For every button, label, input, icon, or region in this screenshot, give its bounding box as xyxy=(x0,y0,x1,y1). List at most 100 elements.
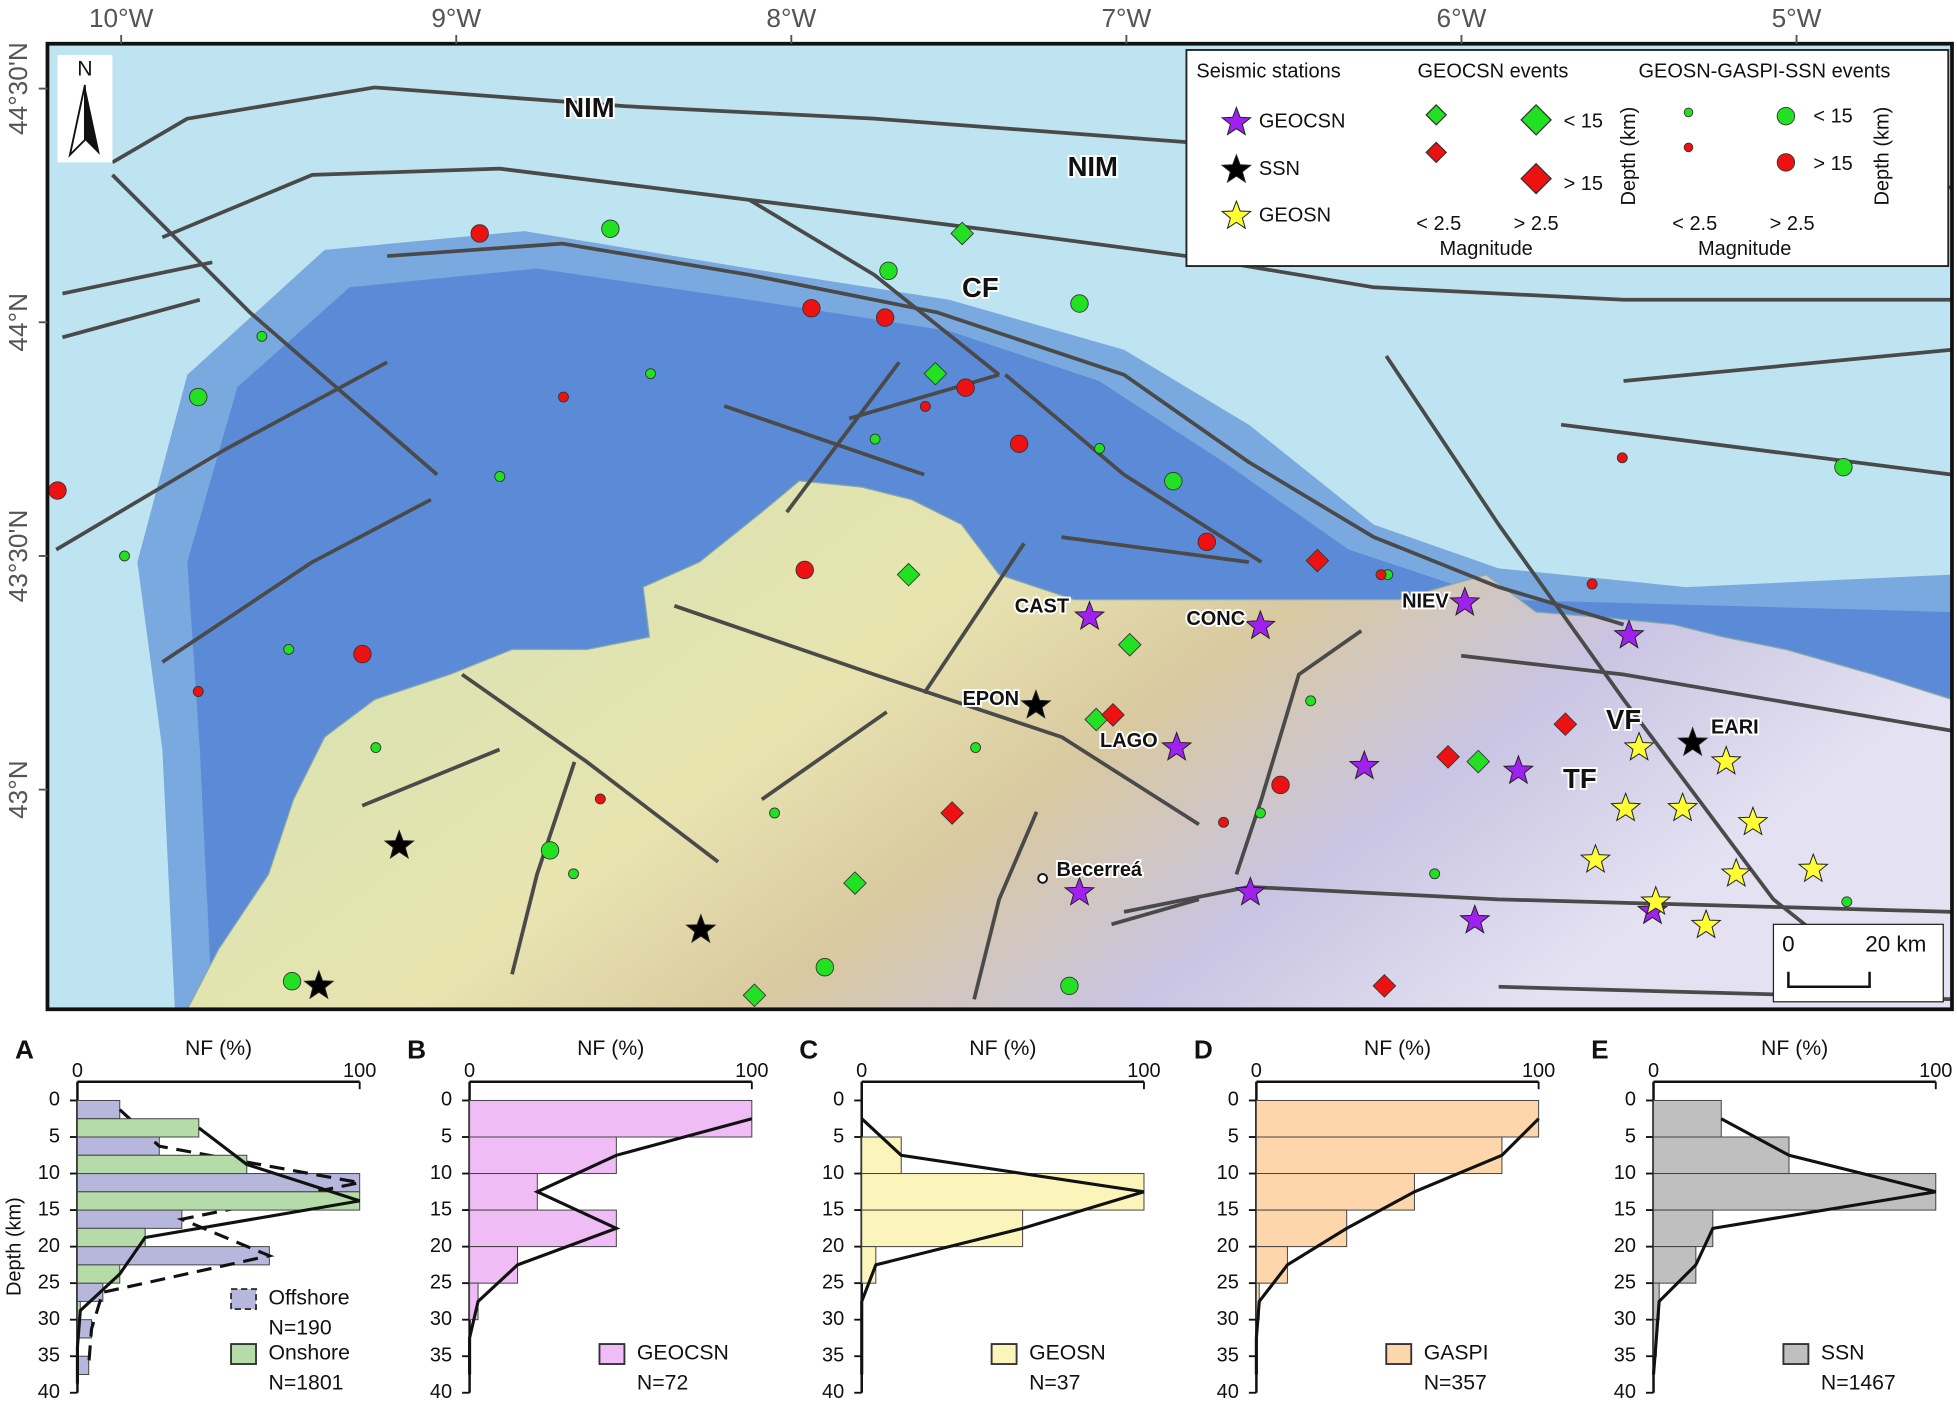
station xyxy=(1667,791,1699,822)
legend-label: > 15 xyxy=(1813,153,1852,175)
fault xyxy=(510,761,1200,1000)
legend-label: Depth (km) xyxy=(1618,107,1640,206)
legend-symbol xyxy=(1520,162,1552,195)
station-label: LAGO xyxy=(1100,730,1158,752)
curve xyxy=(1651,1117,1937,1375)
y-tick-label: 20 xyxy=(822,1235,844,1257)
curve xyxy=(87,1108,360,1366)
legend-symbol xyxy=(1425,141,1448,164)
station xyxy=(1063,876,1096,906)
scale-box xyxy=(1772,923,1944,1003)
legend-swatch xyxy=(230,1288,257,1311)
fault-label: VF xyxy=(1606,704,1641,735)
legend-label: SSN xyxy=(1259,158,1300,180)
curve xyxy=(1254,1117,1540,1375)
town xyxy=(1037,873,1048,884)
event-circle xyxy=(1009,434,1029,453)
y-tick-label: 25 xyxy=(430,1271,452,1293)
event-circle xyxy=(189,387,208,407)
event-circle xyxy=(879,261,898,281)
station-label: CONC xyxy=(1186,608,1245,630)
y-tick-label: 40 xyxy=(1614,1381,1636,1403)
event-circle xyxy=(795,560,814,580)
y-tick-label: 5 xyxy=(833,1125,844,1147)
event-circle xyxy=(1841,896,1853,908)
land xyxy=(186,480,1953,1010)
station xyxy=(303,969,335,1000)
station xyxy=(1502,754,1534,785)
legend-swatch xyxy=(1782,1343,1810,1365)
legend-stars xyxy=(1220,106,1252,230)
event-circle xyxy=(1834,457,1853,477)
legend-label: GEOCSN xyxy=(637,1342,729,1365)
station xyxy=(383,829,415,860)
event-circle xyxy=(919,400,931,412)
legend-box xyxy=(1185,49,1950,267)
bar xyxy=(1653,1136,1790,1175)
map-frame xyxy=(45,41,1954,1012)
y-tick-label: 25 xyxy=(1614,1271,1636,1293)
bar xyxy=(76,1355,90,1375)
station xyxy=(1623,731,1655,761)
y-tick-label: 5 xyxy=(1228,1125,1239,1147)
event-circle xyxy=(1197,532,1216,552)
x-tick-label: 6°W xyxy=(1437,3,1487,33)
legend-swatch xyxy=(1385,1343,1413,1365)
y-tick-label: 5 xyxy=(441,1125,452,1147)
event-circle xyxy=(1616,452,1628,464)
y-tick-label: 25 xyxy=(38,1271,60,1293)
event-diamond xyxy=(950,221,975,246)
legend-label: GASPI xyxy=(1424,1342,1489,1365)
y-tick-label: 5 xyxy=(1625,1125,1636,1147)
y-tick-label: 10 xyxy=(1217,1162,1239,1184)
x-tick-label: 0 xyxy=(72,1060,83,1082)
event-diamond xyxy=(1101,702,1125,727)
legend-count: N=357 xyxy=(1424,1372,1487,1395)
y-tick-label: 15 xyxy=(1217,1198,1239,1220)
legend-label: Depth (km) xyxy=(1872,107,1894,206)
event-circle xyxy=(645,368,657,380)
event-diamond xyxy=(1553,712,1578,737)
event-circle xyxy=(282,972,302,991)
event-circle xyxy=(540,841,560,860)
x-axis-title: NF (%) xyxy=(1761,1037,1828,1060)
event-diamond xyxy=(1117,632,1142,657)
station-label: EPON xyxy=(963,688,1020,710)
y-tick-label: 15 xyxy=(822,1198,844,1220)
event-circle xyxy=(601,219,620,238)
bar xyxy=(76,1227,146,1248)
event-diamond xyxy=(1436,745,1460,769)
fault xyxy=(361,542,1363,875)
bar xyxy=(1255,1173,1415,1211)
y-tick-label: 20 xyxy=(1217,1235,1239,1257)
legend-label: GEOSN xyxy=(1259,204,1331,226)
x-tick-label: 100 xyxy=(1919,1060,1952,1082)
station xyxy=(1710,745,1742,775)
y-tick-label: 44°N xyxy=(3,293,33,352)
legend-title: GEOSN-GASPI-SSN events xyxy=(1639,61,1891,83)
y-tick-label: 43°30'N xyxy=(3,510,33,603)
panel-label: B xyxy=(407,1035,426,1065)
legend-count: N=1467 xyxy=(1821,1372,1896,1395)
legend-symbol xyxy=(1683,142,1694,153)
y-tick-label: 0 xyxy=(441,1089,452,1111)
legend-symbol xyxy=(1520,104,1552,136)
bar xyxy=(1653,1246,1697,1284)
station-label: EARI xyxy=(1711,717,1759,739)
event-circle xyxy=(1305,695,1317,707)
x-tick-label: 100 xyxy=(1522,1060,1555,1082)
bar xyxy=(861,1209,1024,1248)
legend-symbol xyxy=(1683,107,1694,118)
event-circle xyxy=(558,391,569,403)
y-tick-label: 10 xyxy=(822,1162,844,1184)
x-tick-label: 100 xyxy=(1127,1060,1160,1082)
bar xyxy=(1255,1099,1540,1138)
station xyxy=(1720,857,1752,888)
fault xyxy=(723,198,1001,514)
legend-symbol xyxy=(1220,199,1252,230)
x-tick-label: 0 xyxy=(464,1060,475,1082)
y-tick-label: 40 xyxy=(822,1381,844,1403)
y-tick-label: 25 xyxy=(822,1271,844,1293)
event-circle xyxy=(1164,471,1183,491)
